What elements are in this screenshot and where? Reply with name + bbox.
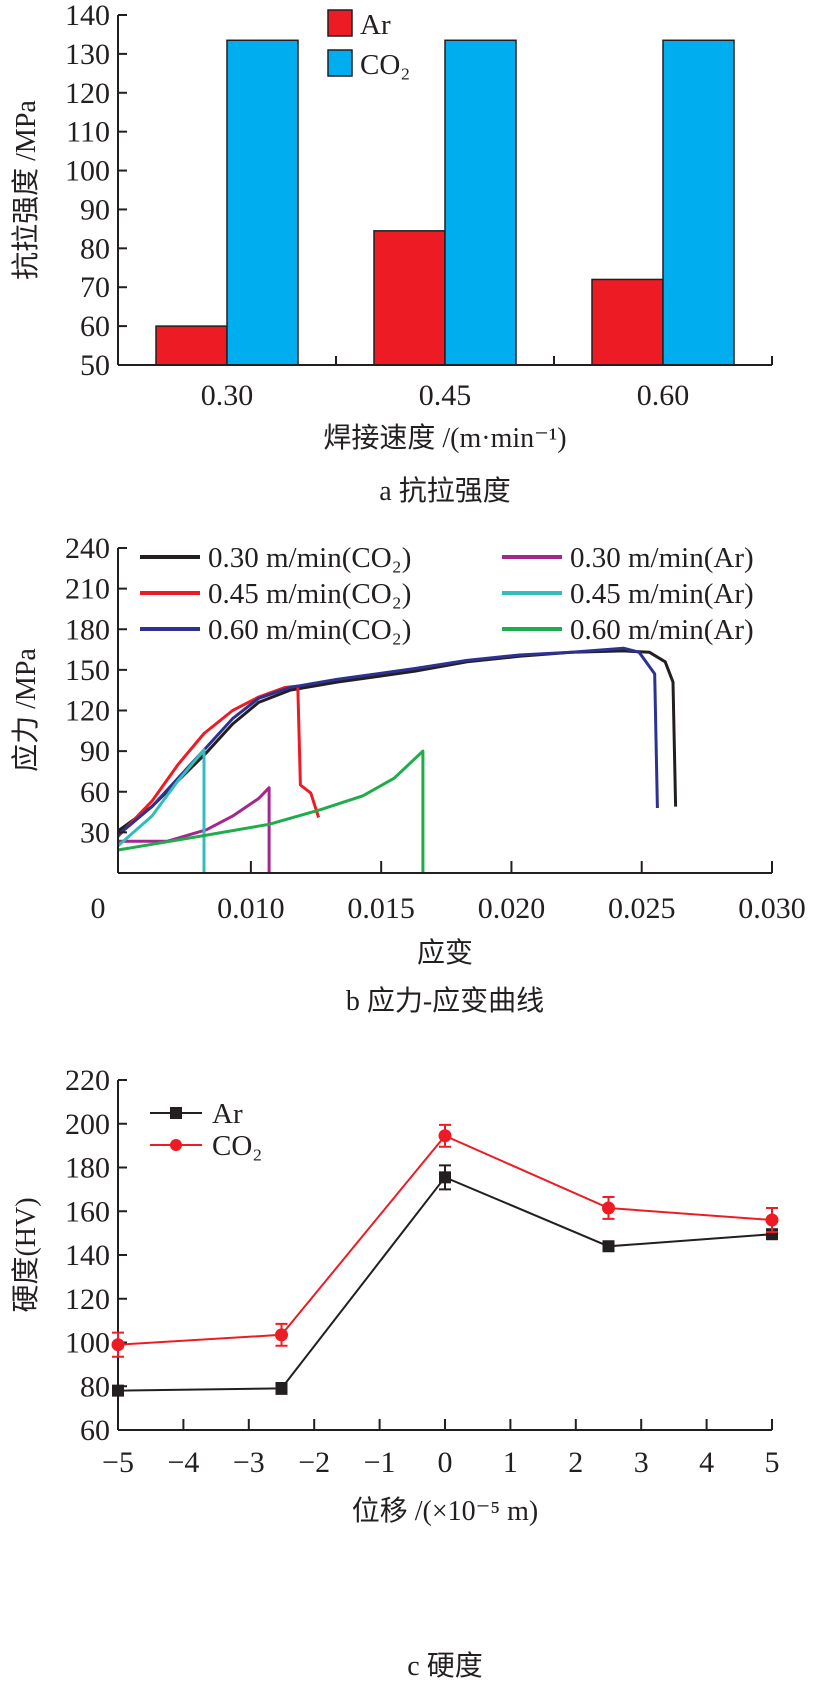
legend-label: 0.30 m/min(CO₂) [208, 542, 411, 574]
x-tick-label: −5 [102, 1446, 134, 1479]
y-tick-label: 240 [65, 532, 110, 565]
y-tick-label: 200 [65, 1108, 110, 1141]
bar-ar [591, 278, 664, 366]
chart-c-hardness: 60 80 100 120 140 160 180 200 220 −5 −4 −3 −2 −1 0 1 2 3 4… [10, 1064, 780, 1682]
x-tick-label: 0.025 [608, 892, 676, 925]
series-line [117, 649, 678, 833]
y-axis-title: 抗拉强度 /MPa [10, 100, 42, 280]
legend-marker-circle [170, 1139, 182, 1151]
x-tick-label: 0.30 [201, 379, 254, 412]
data-point-circle [275, 1328, 288, 1342]
x-tick-label: −2 [298, 1446, 330, 1479]
y-tick-label: 60 [80, 310, 110, 343]
legend-label: 0.60 m/min(Ar) [570, 614, 754, 646]
y-axis-title: 应力 /MPa [10, 648, 42, 772]
legend-marker-square [170, 1107, 182, 1119]
data-point-square [439, 1171, 451, 1184]
caption: c 硬度 [407, 1650, 482, 1682]
y-tick-label: 100 [65, 155, 110, 188]
y-tick-label: 140 [65, 1239, 110, 1272]
y-tick-label: 30 [80, 816, 110, 849]
data-point-circle [438, 1129, 452, 1143]
legend-label: Ar [212, 1098, 243, 1130]
legend-label: CO₂ [360, 49, 410, 81]
data-point-square [275, 1382, 288, 1395]
y-tick-label: 60 [80, 776, 110, 809]
data-point-circle [111, 1338, 125, 1352]
x-axis-title: 焊接速度 /(m·min⁻¹) [323, 422, 566, 454]
y-axis-title: 硬度(HV) [10, 1197, 42, 1312]
bar-ar [373, 230, 446, 366]
x-tick-label: 4 [699, 1446, 714, 1479]
y-tick-label: 80 [80, 1370, 110, 1403]
y-tick-label: 180 [65, 1152, 110, 1185]
legend-swatch-ar [327, 9, 353, 37]
data-point-circle [765, 1213, 779, 1227]
y-tick-label: 140 [65, 0, 110, 32]
y-tick-label: 180 [65, 613, 110, 646]
series-line [117, 748, 206, 873]
x-axis-title: 应变 [417, 937, 473, 969]
y-tick-label: 100 [65, 1327, 110, 1360]
x-tick-label: 5 [765, 1446, 780, 1479]
caption: a 抗拉强度 [379, 475, 510, 507]
series-line [117, 646, 659, 837]
data-point-circle [602, 1201, 615, 1215]
legend-label: Ar [360, 9, 391, 41]
y-tick-label: 60 [80, 1414, 110, 1447]
x-tick-label: 3 [634, 1446, 649, 1479]
y-tick-label: 120 [65, 77, 110, 110]
bar-ar [155, 325, 228, 366]
legend-label: CO₂ [212, 1130, 262, 1162]
legend-label: 0.60 m/min(CO₂) [208, 614, 411, 646]
x-tick-label: 0.010 [217, 892, 285, 925]
x-tick-label: 0.60 [637, 379, 690, 412]
x-tick-label: −3 [233, 1446, 265, 1479]
caption: b 应力-应变曲线 [346, 985, 544, 1017]
y-tick-label: 110 [66, 116, 110, 149]
series-line [116, 684, 321, 838]
y-tick-label: 120 [65, 1283, 110, 1316]
y-tick-label: 150 [65, 654, 110, 687]
y-tick-label: 220 [65, 1064, 110, 1097]
bar-co2 [226, 39, 299, 366]
series-line [118, 786, 271, 873]
x-tick-label: 1 [503, 1446, 518, 1479]
x-tick-label: 0 [91, 892, 106, 925]
legend-label: 0.45 m/min(Ar) [570, 578, 754, 610]
data-point-square [112, 1384, 124, 1397]
legend-swatch-co2 [327, 49, 353, 77]
chart-a-tensile-strength: 0.30 0.45 0.60 50 60 70 80 90 100 110 120 130 140 Ar C… [10, 0, 773, 507]
x-axis-title: 位移 /(×10⁻⁵ m) [352, 1495, 539, 1527]
x-tick-label: −1 [364, 1446, 396, 1479]
x-tick-label: 0.015 [347, 892, 415, 925]
x-tick-label: 0.030 [738, 892, 806, 925]
series-line [117, 749, 425, 873]
y-tick-label: 70 [80, 271, 110, 304]
y-tick-label: 80 [80, 232, 110, 265]
legend-label: 0.45 m/min(CO₂) [208, 578, 411, 610]
legend-label: 0.30 m/min(Ar) [570, 542, 754, 574]
x-tick-label: 2 [568, 1446, 583, 1479]
bar-co2 [444, 39, 517, 366]
y-tick-label: 160 [65, 1195, 110, 1228]
data-point-square [602, 1240, 615, 1253]
y-tick-label: 210 [65, 573, 110, 606]
y-tick-label: 130 [65, 38, 110, 71]
y-tick-label: 120 [65, 695, 110, 728]
x-tick-label: 0 [438, 1446, 453, 1479]
y-tick-label: 90 [80, 193, 110, 226]
series-line-ar [117, 1176, 773, 1392]
y-tick-label: 50 [80, 349, 110, 382]
y-tick-label: 90 [80, 735, 110, 768]
x-tick-label: −4 [167, 1446, 199, 1479]
x-tick-label: 0.020 [478, 892, 546, 925]
chart-b-stress-strain: 30 60 90 120 150 180 210 240 0 0.010 0.015 0.020 0.0… [10, 532, 806, 1017]
bar-co2 [662, 39, 735, 366]
x-tick-label: 0.45 [419, 379, 472, 412]
